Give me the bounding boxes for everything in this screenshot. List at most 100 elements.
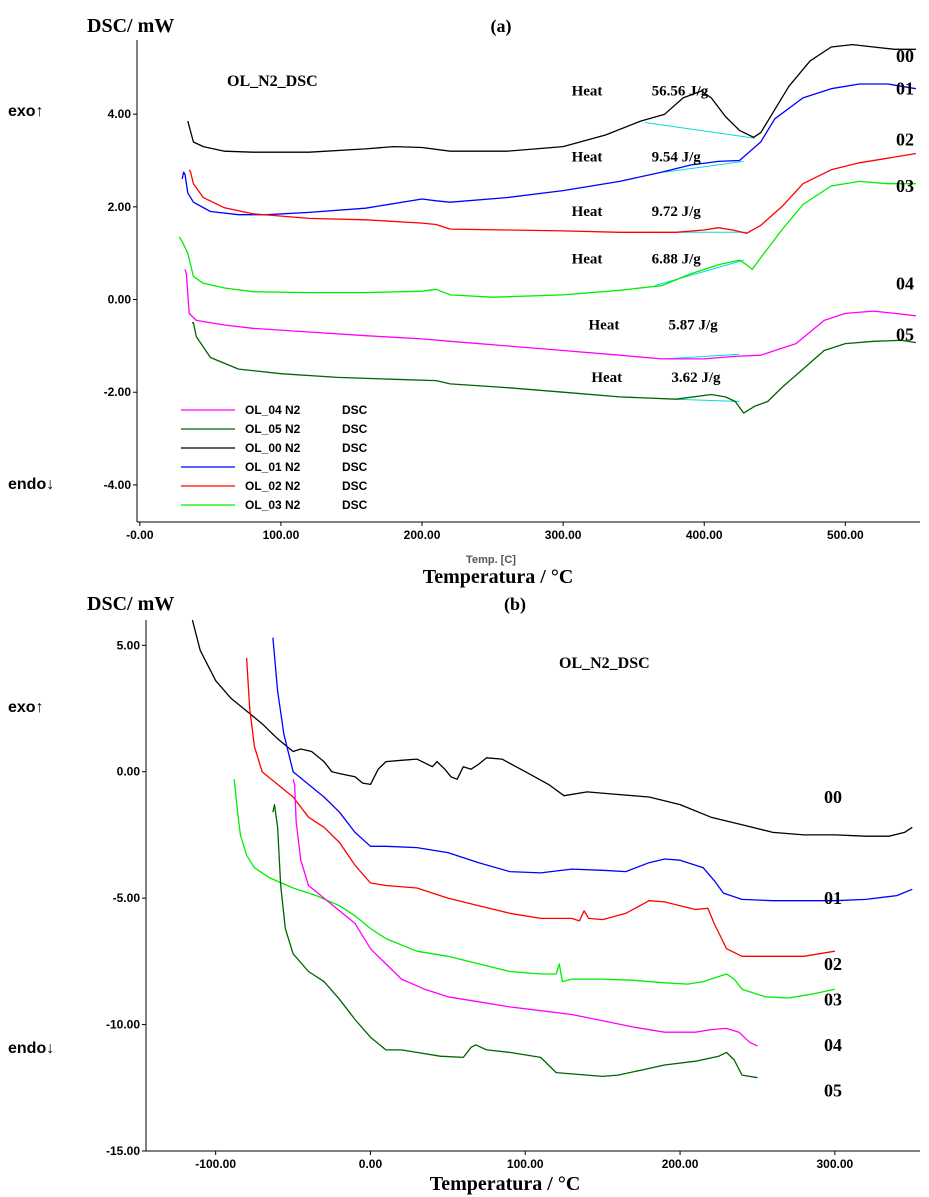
x-tick-label: -100.00 <box>195 1157 236 1171</box>
y-ticks-b: 5.00 0.00 -5.00 -10.00 -15.00 <box>106 638 146 1158</box>
x-tick-label: 500.00 <box>827 528 864 542</box>
integration-baseline <box>654 259 744 287</box>
legend-label: OL_02 N2 <box>245 479 301 493</box>
series-end-label: 00 <box>824 787 842 807</box>
series-end-label: 03 <box>824 989 842 1009</box>
x-tick-label: 100.00 <box>263 528 300 542</box>
legend-suffix: DSC <box>342 498 368 512</box>
heat-annotation-word: Heat <box>589 318 620 334</box>
x-tick-label: -0.00 <box>126 528 154 542</box>
y-tick-label: 0.00 <box>117 765 141 779</box>
title-b: OL_N2_DSC <box>559 655 650 672</box>
heat-annotation-value: 9.54 J/g <box>652 149 702 165</box>
integration-baselines-a <box>644 122 756 402</box>
heat-annotation-word: Heat <box>572 149 603 165</box>
integration-baseline <box>664 353 740 360</box>
exo-label-b: exo↑ <box>8 699 44 716</box>
title-a: OL_N2_DSC <box>227 73 318 90</box>
integration-baseline <box>664 160 744 173</box>
xlabel-a: Temperatura / °C <box>423 566 574 588</box>
ylabel-a: DSC/ mW <box>87 15 174 37</box>
panel-label-b: (b) <box>504 594 526 615</box>
ylabel-b: DSC/ mW <box>87 593 174 615</box>
panel-a: DSC/ mW (a) OL_N2_DSC exo↑ endo↓ 4.00 2.0… <box>8 15 920 588</box>
x-tick-label: 200.00 <box>404 528 441 542</box>
y-tick-label: 0.00 <box>108 293 132 307</box>
legend-label: OL_05 N2 <box>245 422 301 436</box>
exo-label-a: exo↑ <box>8 103 44 120</box>
series-line-01 <box>181 83 917 216</box>
series-end-label: 01 <box>896 79 914 99</box>
series-line-03 <box>178 180 916 298</box>
endo-label-b: endo↓ <box>8 1040 54 1057</box>
integration-baseline <box>675 398 740 402</box>
series-end-label: 03 <box>896 176 914 196</box>
y-tick-label: -10.00 <box>106 1018 140 1032</box>
x-tick-label: 200.00 <box>662 1157 699 1171</box>
endo-label-a: endo↓ <box>8 476 54 493</box>
series-line-00 <box>191 619 913 837</box>
y-tick-label: -15.00 <box>106 1144 140 1158</box>
heat-annotation-word: Heat <box>572 204 603 220</box>
series-line-03 <box>233 779 836 999</box>
x-tick-label: 100.00 <box>507 1157 544 1171</box>
heat-annotation-word: Heat <box>572 251 603 267</box>
series-line-01 <box>272 637 913 902</box>
x-tick-label: 0.00 <box>359 1157 383 1171</box>
y-tick-label: -4.00 <box>104 478 132 492</box>
y-tick-label: 4.00 <box>108 107 132 121</box>
legend-a: OL_04 N2 DSC OL_05 N2 DSC OL_00 N2 DSC OL_01 N… <box>181 403 368 512</box>
y-tick-label: -5.00 <box>113 891 141 905</box>
panel-label-a: (a) <box>491 16 512 37</box>
annotations-a: Heat 56.56 J/g Heat 9.54 J/g Heat 9.72 J/g Hea… <box>572 84 721 386</box>
heat-annotation-value: 9.72 J/g <box>652 204 702 220</box>
legend-suffix: DSC <box>342 441 368 455</box>
series-line-00 <box>187 43 916 153</box>
series-group-a <box>178 43 917 414</box>
series-end-label: 02 <box>824 954 842 974</box>
xlabel-overlap-a: Temp. [C] <box>466 554 516 566</box>
legend-suffix: DSC <box>342 479 368 493</box>
panel-b: DSC/ mW (b) OL_N2_DSC exo↑ endo↓ 5.00 0.0… <box>8 593 920 1195</box>
series-line-05 <box>192 322 917 414</box>
end-labels-a: 00 01 02 03 04 05 <box>896 46 914 344</box>
heat-annotation-value: 56.56 J/g <box>652 84 709 100</box>
y-tick-label: 2.00 <box>108 200 132 214</box>
series-line-05 <box>272 803 758 1079</box>
heat-annotation-word: Heat <box>572 84 603 100</box>
heat-annotation-word: Heat <box>591 370 622 386</box>
series-line-02 <box>245 657 836 957</box>
y-ticks-a: 4.00 2.00 0.00 -2.00 -4.00 <box>104 107 137 492</box>
y-tick-label: -2.00 <box>104 385 132 399</box>
legend-label: OL_04 N2 <box>245 403 301 417</box>
xlabel-b: Temperatura / °C <box>430 1173 581 1195</box>
x-ticks-b: -100.00 0.00 100.00 200.00 300.00 <box>195 1151 854 1171</box>
series-end-label: 02 <box>896 130 914 150</box>
legend-label: OL_03 N2 <box>245 498 301 512</box>
series-end-label: 05 <box>896 324 914 344</box>
x-tick-label: 300.00 <box>545 528 582 542</box>
series-line-02 <box>188 152 917 234</box>
legend-label: OL_01 N2 <box>245 460 301 474</box>
series-line-04 <box>184 269 916 360</box>
integration-baseline <box>644 122 756 139</box>
series-end-label: 01 <box>824 888 842 908</box>
x-tick-label: 300.00 <box>817 1157 854 1171</box>
x-tick-label: 400.00 <box>686 528 723 542</box>
legend-suffix: DSC <box>342 422 368 436</box>
series-end-label: 04 <box>824 1035 842 1055</box>
heat-annotation-value: 5.87 J/g <box>669 318 719 334</box>
heat-annotation-value: 6.88 J/g <box>652 251 702 267</box>
x-ticks-a: -0.00 100.00 200.00 300.00 400.00 500.00 <box>126 522 864 542</box>
heat-annotation-value: 3.62 J/g <box>671 370 721 386</box>
legend-suffix: DSC <box>342 460 368 474</box>
legend-label: OL_00 N2 <box>245 441 301 455</box>
series-group-b <box>191 619 913 1079</box>
series-end-label: 04 <box>896 273 914 293</box>
series-end-label: 00 <box>896 46 914 66</box>
series-line-04 <box>292 779 758 1047</box>
y-tick-label: 5.00 <box>117 638 141 652</box>
series-end-label: 05 <box>824 1080 842 1100</box>
end-labels-b: 00 01 02 03 04 05 <box>824 787 842 1100</box>
